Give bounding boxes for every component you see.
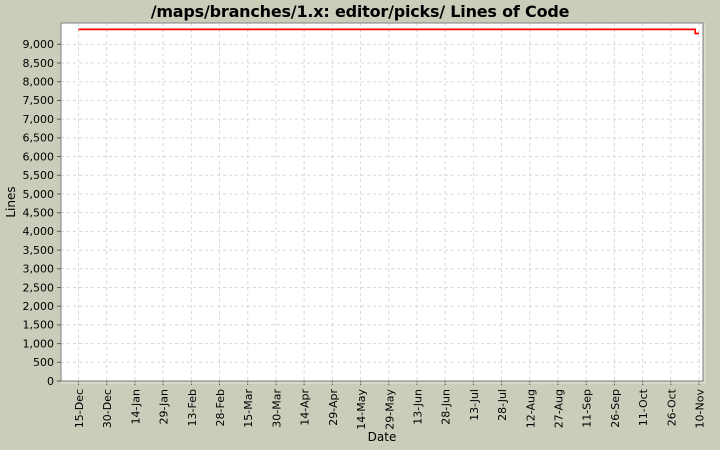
- x-tick-label: 29-Jan: [158, 389, 171, 425]
- plot-background: [61, 23, 703, 381]
- x-axis-title: Date: [367, 430, 397, 444]
- x-tick-label: 30-Dec: [101, 389, 114, 428]
- x-tick-label: 28-Jun: [440, 389, 453, 425]
- x-tick-label: 14-Jan: [129, 389, 142, 425]
- x-tick-label: 30-Mar: [270, 389, 283, 428]
- x-tick-label: 12-Aug: [524, 389, 537, 428]
- x-tick-label: 28-Feb: [214, 389, 227, 426]
- y-tick-label: 7,500: [23, 94, 55, 107]
- y-tick-label: 8,500: [23, 57, 55, 70]
- loc-series-line: [78, 28, 699, 35]
- x-tick-label: 29-May: [383, 389, 396, 430]
- y-tick-label: 1,500: [23, 319, 55, 332]
- y-tick-label: 3,000: [23, 263, 55, 276]
- y-tick-label: 5,500: [23, 169, 55, 182]
- x-tick-label: 11-Sep: [581, 389, 594, 428]
- x-tick-label: 26-Oct: [665, 388, 678, 426]
- y-tick-label: 7,000: [23, 113, 55, 126]
- x-tick-label: 26-Sep: [609, 389, 622, 428]
- y-tick-label: 8,000: [23, 76, 55, 89]
- chart-title: /maps/branches/1.x: editor/picks/ Lines …: [150, 2, 570, 21]
- y-tick-label: 1,000: [23, 337, 55, 350]
- x-tick-label: 14-Apr: [299, 389, 312, 426]
- plot-border: [60, 22, 704, 382]
- y-tick-label: 5,000: [23, 188, 55, 201]
- y-tick-label: 500: [33, 356, 54, 369]
- x-tick-label: 13-Jul: [468, 389, 481, 421]
- y-tick-label: 2,500: [23, 281, 55, 294]
- y-tick-label: 4,000: [23, 225, 55, 238]
- y-tick-label: 9,000: [23, 38, 55, 51]
- x-tick-label: 29-Apr: [327, 389, 340, 426]
- x-tick-label: 11-Oct: [637, 388, 650, 426]
- x-tick-label: 14-May: [355, 389, 368, 430]
- y-tick-label: 2,000: [23, 300, 55, 313]
- x-tick-label: 28-Jul: [496, 389, 509, 421]
- y-tick-label: 3,500: [23, 244, 55, 257]
- y-tick-label: 6,500: [23, 132, 55, 145]
- y-tick-label: 0: [47, 375, 54, 388]
- x-tick-label: 10-Nov: [694, 389, 707, 429]
- x-tick-label: 27-Aug: [552, 389, 565, 428]
- y-tick-label: 4,500: [23, 206, 55, 219]
- x-tick-label: 13-Feb: [186, 389, 199, 426]
- x-tick-label: 15-Mar: [242, 389, 255, 428]
- y-tick-label: 6,000: [23, 150, 55, 163]
- x-tick-label: 13-Jun: [411, 389, 424, 425]
- x-tick-label: 15-Dec: [73, 389, 86, 428]
